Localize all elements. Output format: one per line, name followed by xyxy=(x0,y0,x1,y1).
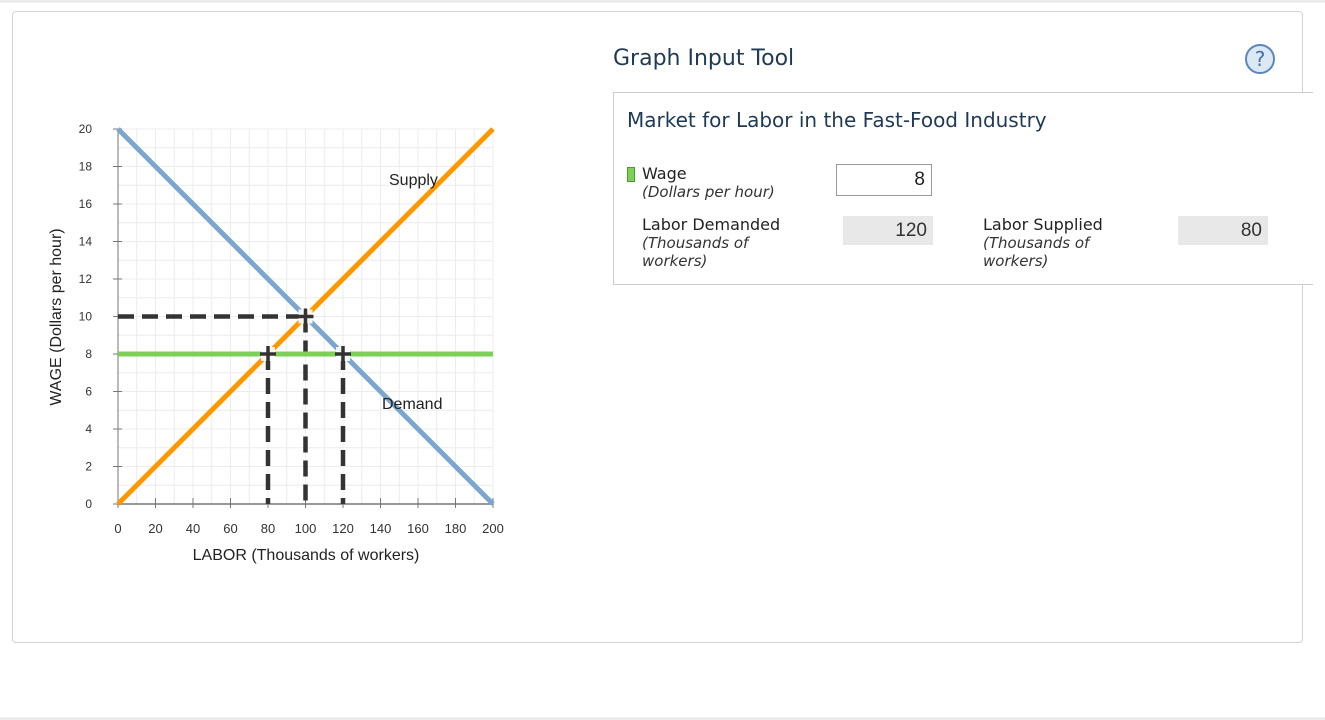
y-tick-label: 20 xyxy=(79,122,93,136)
labor-demanded-unit-line1: (Thousands of xyxy=(642,234,749,252)
bottom-divider xyxy=(0,717,1325,720)
x-tick-label: 120 xyxy=(332,521,354,536)
x-tick-label: 0 xyxy=(114,521,121,536)
labor-demanded-value: 120 xyxy=(843,216,933,245)
x-tick-label: 100 xyxy=(295,521,317,536)
help-button[interactable]: ? xyxy=(1245,44,1275,74)
y-axis-label: WAGE (Dollars per hour) xyxy=(48,228,65,405)
y-tick-label: 16 xyxy=(79,197,93,211)
x-tick-label: 180 xyxy=(445,521,467,536)
y-tick-label: 4 xyxy=(85,422,92,436)
demand-label: Demand xyxy=(382,396,442,413)
x-tick-label: 160 xyxy=(407,521,429,536)
y-tick-label: 14 xyxy=(79,235,93,249)
labor-supplied-value: 80 xyxy=(1178,216,1268,245)
markers[interactable] xyxy=(260,308,351,363)
market-title: Market for Labor in the Fast-Food Indust… xyxy=(627,108,1047,132)
y-tick-label: 0 xyxy=(85,497,92,511)
labor-demanded-label: Labor Demanded xyxy=(642,215,781,234)
x-tick-label: 200 xyxy=(482,521,504,536)
wage-color-swatch xyxy=(627,167,635,182)
chart-text: 0 20 40 60 80 100 120 140 160 180 200 0 2 4 6 8 10 12 14 16… xyxy=(48,122,504,564)
x-tick-label: 20 xyxy=(148,521,162,536)
y-tick-label: 18 xyxy=(79,160,93,174)
x-tick-label: 140 xyxy=(370,521,392,536)
y-tick-label: 10 xyxy=(79,310,93,324)
top-divider xyxy=(0,0,1325,3)
labor-demanded-unit-line2: workers) xyxy=(642,252,708,270)
labor-supplied-unit-line2: workers) xyxy=(983,252,1049,270)
graph-input-box: Market for Labor in the Fast-Food Indust… xyxy=(613,92,1313,285)
y-tick-label: 6 xyxy=(85,385,92,399)
wage-label: Wage xyxy=(642,164,687,183)
graph-input-tool-title: Graph Input Tool xyxy=(613,46,795,71)
x-tick-label: 80 xyxy=(261,521,275,536)
supply-label: Supply xyxy=(389,172,438,189)
y-tick-label: 8 xyxy=(85,347,92,361)
wage-unit: (Dollars per hour) xyxy=(642,183,775,201)
labor-supplied-unit-line1: (Thousands of xyxy=(983,234,1090,252)
y-tick-label: 2 xyxy=(85,460,92,474)
y-tick-label: 12 xyxy=(79,272,93,286)
labor-supplied-label: Labor Supplied xyxy=(983,215,1103,234)
question-icon: ? xyxy=(1254,47,1266,71)
x-tick-label: 40 xyxy=(186,521,200,536)
x-axis-label: LABOR (Thousands of workers) xyxy=(193,547,420,564)
x-tick-label: 60 xyxy=(223,521,237,536)
wage-input[interactable] xyxy=(836,164,932,196)
